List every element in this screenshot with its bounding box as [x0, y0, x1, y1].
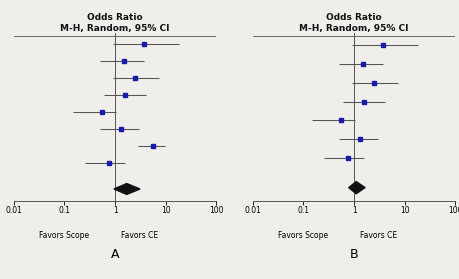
- Title: Odds Ratio
M-H, Random, 95% CI: Odds Ratio M-H, Random, 95% CI: [299, 13, 408, 33]
- Text: Favors CE: Favors CE: [359, 231, 396, 240]
- Text: Favors CE: Favors CE: [120, 231, 157, 240]
- Polygon shape: [114, 184, 140, 194]
- Text: Favors Scope: Favors Scope: [39, 231, 90, 240]
- Text: B: B: [349, 248, 358, 261]
- Text: Favors Scope: Favors Scope: [278, 231, 328, 240]
- Title: Odds Ratio
M-H, Random, 95% CI: Odds Ratio M-H, Random, 95% CI: [60, 13, 169, 33]
- Text: A: A: [111, 248, 119, 261]
- Polygon shape: [348, 182, 364, 194]
